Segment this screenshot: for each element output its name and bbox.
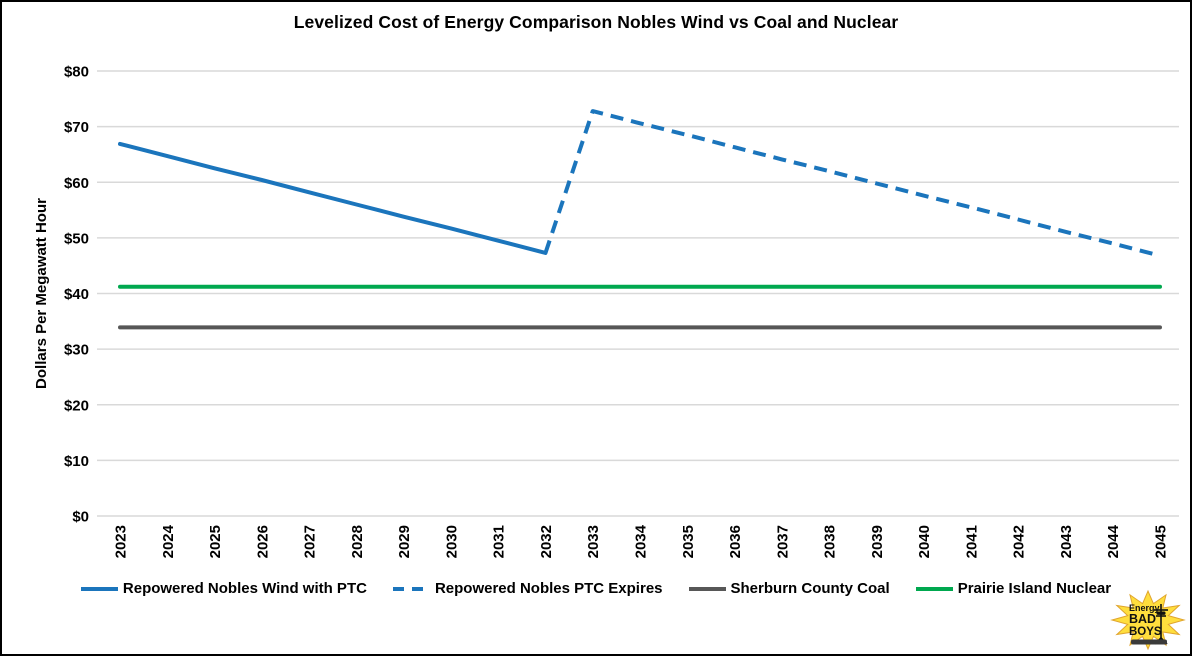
x-tick-label: 2037 xyxy=(774,525,791,558)
legend-label: Sherburn County Coal xyxy=(730,580,890,597)
chart-title: Levelized Cost of Energy Comparison Nobl… xyxy=(293,12,899,32)
legend-label: Repowered Nobles PTC Expires xyxy=(434,580,663,597)
x-tick-label: 2039 xyxy=(869,525,886,558)
legend-line-swatch xyxy=(80,586,118,591)
y-tick-label: $70 xyxy=(64,119,89,136)
x-tick-label: 2038 xyxy=(822,525,839,558)
line-chart: $0 $10 $20 $30 $40 $50 $60 $70 $80 Dollars Per Me… xyxy=(33,64,1179,558)
x-tick-label: 2023 xyxy=(113,525,130,558)
x-tick-label: 2028 xyxy=(349,525,366,558)
x-tick-label: 2024 xyxy=(160,524,177,558)
x-tick-label: 2045 xyxy=(1153,525,1170,558)
x-tick-label: 2032 xyxy=(538,525,555,558)
legend-dashed-line-swatch xyxy=(392,586,430,591)
legend-label: Prairie Island Nuclear xyxy=(957,580,1112,597)
series-line-repowered-nobles-ptc-expires xyxy=(543,109,1161,258)
chart-legend: Repowered Nobles Wind with PTC Repowered … xyxy=(2,580,1190,597)
y-tick-label: $50 xyxy=(64,230,89,247)
y-tick-label: $40 xyxy=(64,286,89,303)
logo-text-bad: BAD xyxy=(1129,612,1156,626)
logo-text-boys: BOYS xyxy=(1129,626,1162,638)
series-line-repowered-nobles-wind-with-ptc xyxy=(118,141,548,255)
logo-text-energy: Energy xyxy=(1129,603,1160,613)
x-tick-label: 2029 xyxy=(396,525,413,558)
y-tick-label: $80 xyxy=(64,64,89,81)
x-tick-label: 2040 xyxy=(916,525,933,558)
x-tick-label: 2035 xyxy=(680,525,697,558)
y-tick-label: $60 xyxy=(64,175,89,192)
legend-line-swatch xyxy=(915,586,953,591)
x-tick-label: 2025 xyxy=(207,525,224,558)
legend-item: Prairie Island Nuclear xyxy=(915,580,1112,597)
x-tick-label: 2041 xyxy=(963,525,980,558)
x-tick-label: 2031 xyxy=(491,525,508,558)
x-tick-label: 2036 xyxy=(727,525,744,558)
x-tick-label: 2044 xyxy=(1105,524,1122,558)
starburst-shape xyxy=(1110,589,1186,651)
y-tick-label: $10 xyxy=(64,453,89,470)
x-tick-label: 2026 xyxy=(254,525,271,558)
x-tick-label: 2043 xyxy=(1058,525,1075,558)
energy-bad-boys-logo: Energy BAD BOYS xyxy=(1110,589,1186,651)
legend-line-swatch xyxy=(688,586,726,591)
legend-item: Repowered Nobles PTC Expires xyxy=(392,580,663,597)
y-tick-label: $20 xyxy=(64,397,89,414)
x-tick-label: 2033 xyxy=(585,525,602,558)
x-tick-label: 2027 xyxy=(302,525,319,558)
y-tick-label: $0 xyxy=(72,509,89,526)
x-tick-label: 2030 xyxy=(443,525,460,558)
x-tick-label: 2034 xyxy=(633,524,650,558)
y-axis-title: Dollars Per Megawatt Hour xyxy=(33,198,50,389)
legend-label: Repowered Nobles Wind with PTC xyxy=(122,580,367,597)
legend-item: Repowered Nobles Wind with PTC xyxy=(80,580,367,597)
y-tick-label: $30 xyxy=(64,342,89,359)
legend-item: Sherburn County Coal xyxy=(688,580,890,597)
x-tick-label: 2042 xyxy=(1011,525,1028,558)
logo-stage-bar xyxy=(1131,639,1167,645)
sunglasses-icon xyxy=(1156,611,1166,615)
